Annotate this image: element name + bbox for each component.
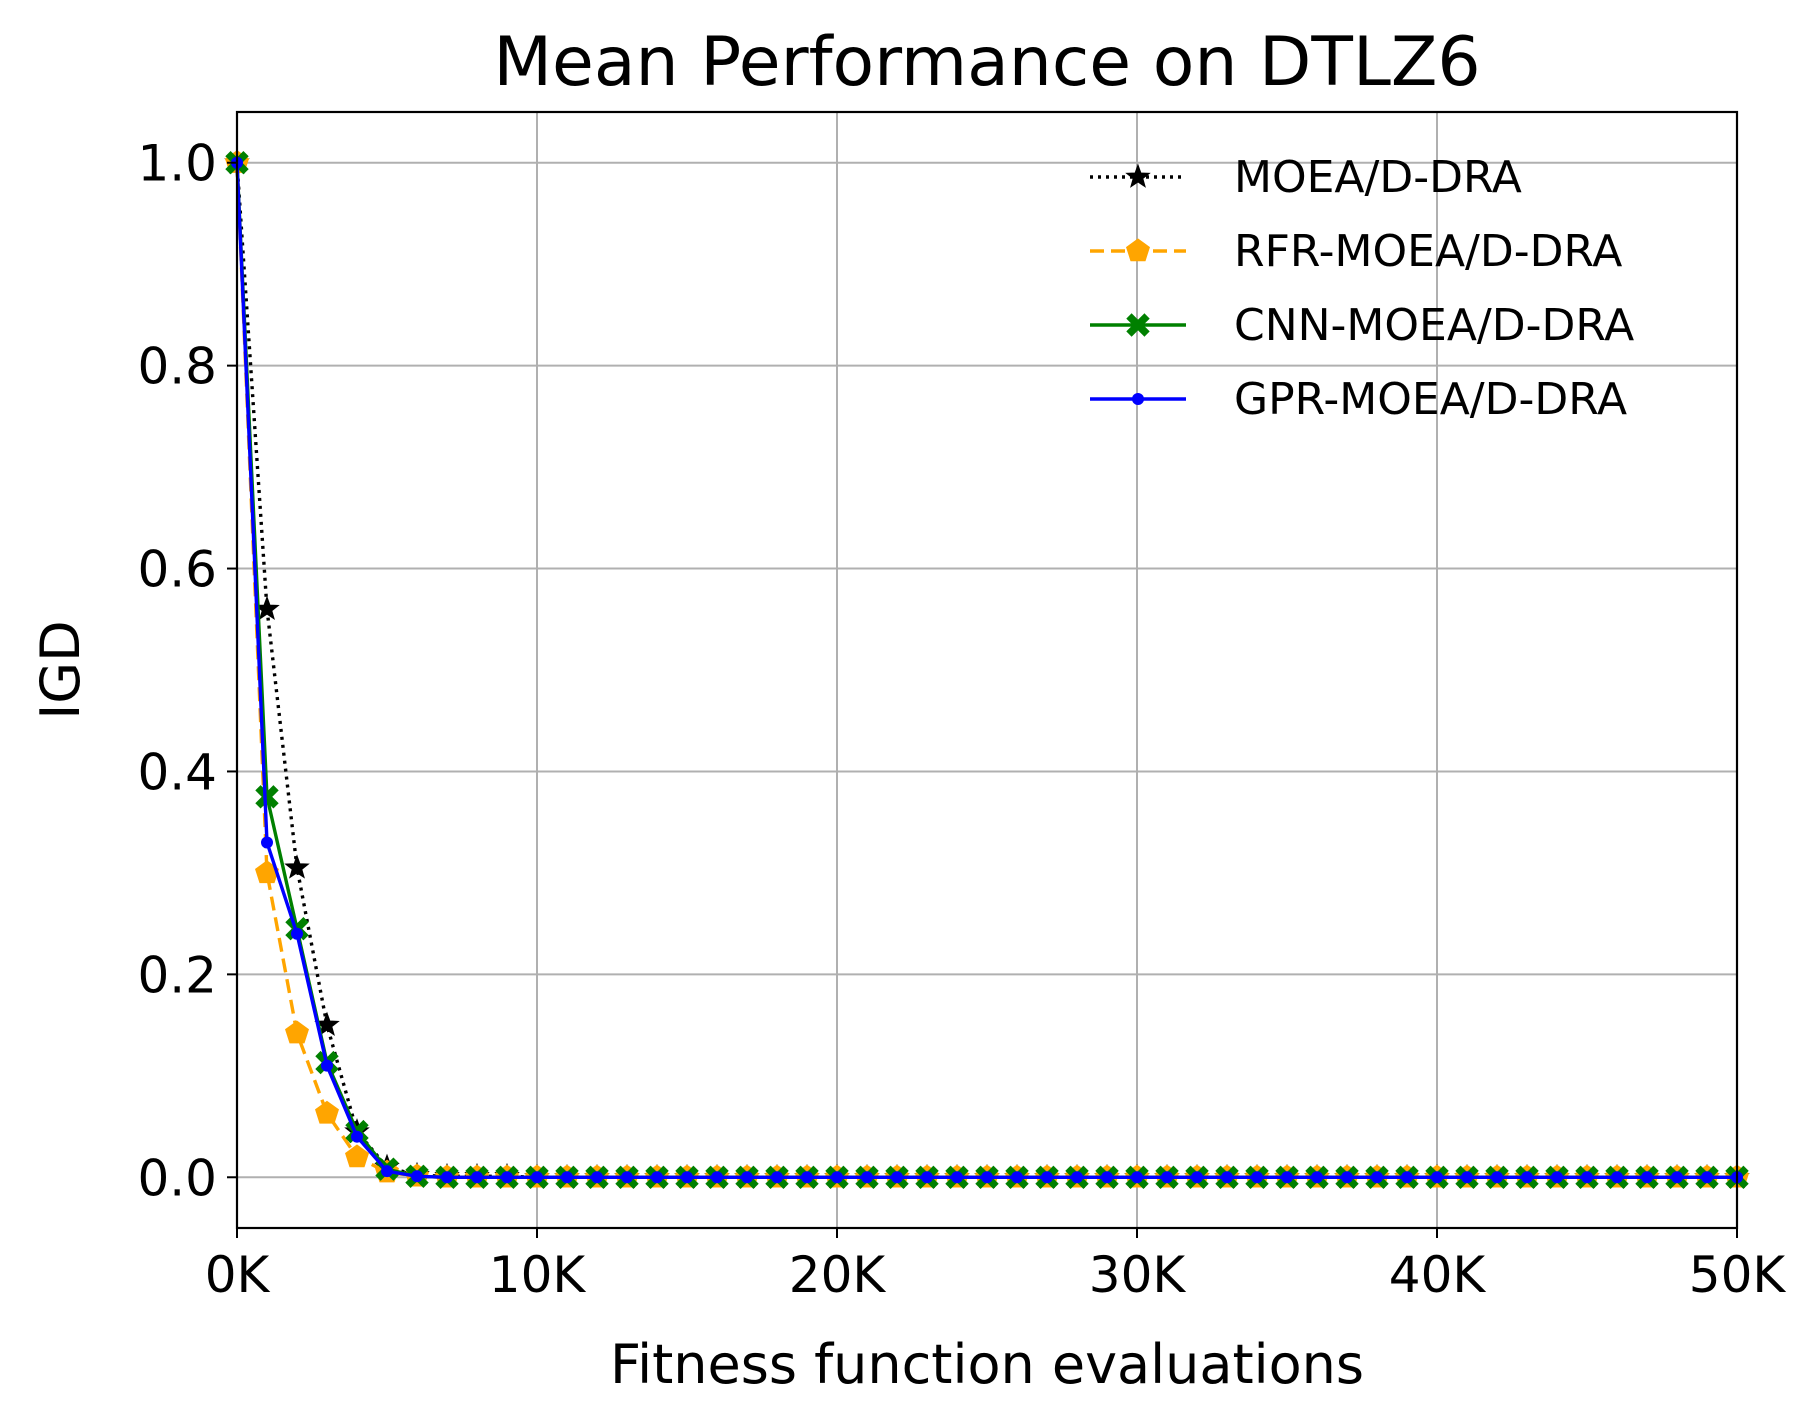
data-point (861, 1171, 873, 1184)
data-point (351, 1130, 363, 1143)
y-tick-label: 1.0 (137, 135, 217, 193)
data-point (321, 1059, 333, 1072)
legend-label: CNN-MOEA/D-DRA (1234, 300, 1634, 351)
series-3 (231, 156, 1743, 1184)
x-axis-label: Fitness function evaluations (610, 1333, 1364, 1396)
data-point (531, 1171, 543, 1184)
data-point (261, 836, 273, 849)
legend-item: RFR-MOEA/D-DRA (1090, 226, 1622, 277)
data-point (1671, 1171, 1683, 1184)
data-point (951, 1171, 963, 1184)
data-point (1071, 1171, 1083, 1184)
legend-item: GPR-MOEA/D-DRA (1090, 374, 1627, 425)
data-point (1311, 1171, 1323, 1184)
data-point (1221, 1171, 1233, 1184)
legend-label: MOEA/D-DRA (1234, 152, 1522, 203)
data-point (1011, 1171, 1023, 1184)
y-tick-label: 0.0 (137, 1149, 217, 1207)
data-point (1551, 1171, 1563, 1184)
y-tick-label: 0.4 (137, 743, 217, 801)
data-point (1101, 1171, 1113, 1184)
y-axis-label: IGD (29, 620, 92, 719)
data-point (1401, 1171, 1413, 1184)
data-point (711, 1171, 723, 1184)
data-point (681, 1171, 693, 1184)
axis-ticks: 0K 10K 20K 30K 40K 50K 0.0 0.2 0.4 0.6 0.8 1.0 (137, 135, 1786, 1304)
legend-marker (1125, 163, 1151, 188)
legend-marker (1132, 393, 1144, 405)
data-point (891, 1171, 903, 1184)
data-point (831, 1171, 843, 1184)
legend-label: GPR-MOEA/D-DRA (1234, 374, 1627, 425)
data-point (381, 1165, 393, 1178)
x-tick-label: 0K (205, 1246, 271, 1304)
data-point (441, 1171, 453, 1184)
legend-marker (1126, 313, 1150, 337)
data-point (1251, 1171, 1263, 1184)
data-point (1281, 1171, 1293, 1184)
data-point (411, 1170, 423, 1183)
plot-frame (235, 110, 1739, 1230)
data-point (1521, 1171, 1533, 1184)
data-point (1491, 1171, 1503, 1184)
y-tick-label: 0.2 (137, 946, 217, 1004)
legend-label: RFR-MOEA/D-DRA (1234, 226, 1622, 277)
data-point (771, 1171, 783, 1184)
data-point (315, 1100, 339, 1124)
data-point (921, 1171, 933, 1184)
data-point (1611, 1171, 1623, 1184)
legend: MOEA/D-DRA RFR-MOEA/D-DRA CNN-MOEA/D-DRA GP… (1090, 152, 1634, 425)
data-point (1701, 1171, 1713, 1184)
y-tick-label: 0.6 (137, 541, 217, 599)
data-point (255, 785, 279, 809)
data-point (1371, 1171, 1383, 1184)
data-point (741, 1171, 753, 1184)
data-point (981, 1171, 993, 1184)
data-point (1581, 1171, 1593, 1184)
data-point (651, 1171, 663, 1184)
data-point (284, 854, 310, 879)
y-tick-label: 0.8 (137, 338, 217, 396)
legend-item: CNN-MOEA/D-DRA (1090, 300, 1634, 351)
data-point (801, 1171, 813, 1184)
data-point (345, 1144, 369, 1168)
data-point (291, 927, 303, 940)
data-point (621, 1171, 633, 1184)
x-tick-label: 40K (1389, 1246, 1487, 1304)
data-point (1041, 1171, 1053, 1184)
data-point (1161, 1171, 1173, 1184)
chart-title: Mean Performance on DTLZ6 (493, 23, 1480, 102)
data-point (591, 1171, 603, 1184)
legend-marker (1126, 238, 1150, 262)
legend-item: MOEA/D-DRA (1090, 152, 1522, 203)
data-point (1431, 1171, 1443, 1184)
data-point (1461, 1171, 1473, 1184)
data-point (471, 1171, 483, 1184)
data-point (561, 1171, 573, 1184)
x-tick-label: 10K (489, 1246, 587, 1304)
data-point (1191, 1171, 1203, 1184)
x-tick-label: 20K (789, 1246, 887, 1304)
x-tick-label: 30K (1089, 1246, 1187, 1304)
data-point (1641, 1171, 1653, 1184)
data-point (1341, 1171, 1353, 1184)
data-point (1131, 1171, 1143, 1184)
data-point (501, 1171, 513, 1184)
data-point (285, 1020, 309, 1044)
x-tick-label: 50K (1689, 1246, 1787, 1304)
